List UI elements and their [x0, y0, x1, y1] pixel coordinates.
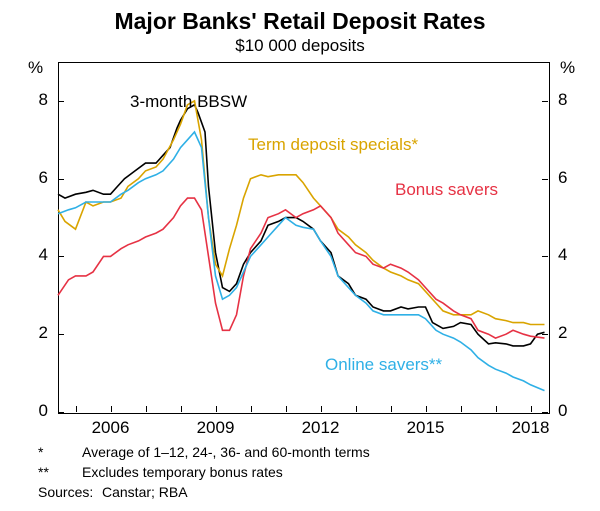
sources-label: Sources: — [38, 484, 93, 500]
sources-text: Canstar; RBA — [102, 484, 188, 500]
y-tick-right: 8 — [558, 90, 567, 110]
series-bonus — [58, 198, 545, 338]
x-tick: 2009 — [186, 418, 246, 438]
y-tick-left: 8 — [24, 90, 48, 110]
y-tick-right: 4 — [558, 245, 567, 265]
x-tick: 2012 — [291, 418, 351, 438]
y-tick-left: 0 — [24, 401, 48, 421]
footnote-text: Average of 1–12, 24-, 36- and 60-month t… — [82, 444, 370, 460]
y-unit-right: % — [560, 58, 575, 78]
x-tick: 2018 — [501, 418, 561, 438]
footnote-text: Excludes temporary bonus rates — [82, 464, 283, 480]
series-label-online: Online savers** — [325, 355, 442, 375]
y-tick-right: 2 — [558, 323, 567, 343]
y-tick-right: 6 — [558, 168, 567, 188]
x-tick: 2006 — [81, 418, 141, 438]
x-tick: 2015 — [396, 418, 456, 438]
series-label-bonus: Bonus savers — [395, 180, 498, 200]
deposit-rates-chart: Major Banks' Retail Deposit Rates $10 00… — [0, 0, 600, 511]
footnote-marker: ** — [38, 464, 49, 480]
y-tick-left: 4 — [24, 245, 48, 265]
y-tick-left: 6 — [24, 168, 48, 188]
y-unit-left: % — [28, 58, 43, 78]
series-label-bbsw: 3-month BBSW — [130, 92, 247, 112]
series-online — [58, 132, 545, 391]
y-tick-left: 2 — [24, 323, 48, 343]
footnote-marker: * — [38, 444, 43, 460]
series-label-term: Term deposit specials* — [248, 135, 418, 155]
